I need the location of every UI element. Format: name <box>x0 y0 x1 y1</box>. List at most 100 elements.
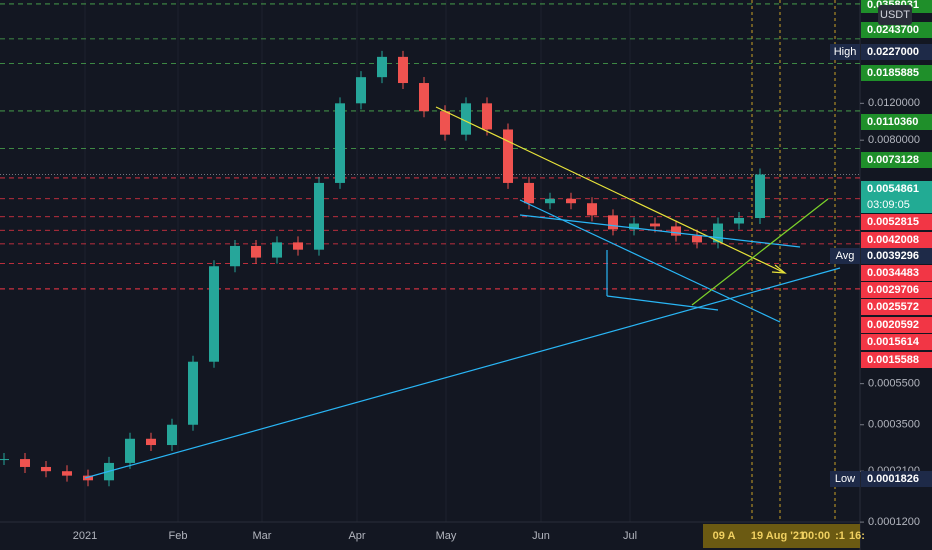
level-label-bg <box>861 471 932 487</box>
level-tag: High <box>834 46 857 58</box>
level-label-bg <box>861 265 932 281</box>
trend-line <box>691 198 829 306</box>
candle <box>545 198 555 204</box>
drawings <box>84 106 841 479</box>
level-tag: Low <box>835 473 855 485</box>
x-tick-label: Jul <box>623 530 637 542</box>
candle <box>419 83 429 112</box>
cursor-band <box>703 524 860 548</box>
x-tick-label: Mar <box>253 530 272 542</box>
level-label-bg <box>861 248 932 264</box>
candle <box>713 223 723 243</box>
candle <box>209 266 219 362</box>
level-label-bg <box>861 352 932 368</box>
level-label: 0.0020592 <box>867 319 919 331</box>
trend-line <box>84 267 841 479</box>
level-label-bg <box>861 299 932 315</box>
cursor-label: 19 Aug '21 <box>751 530 805 542</box>
candle <box>398 56 408 84</box>
candle <box>524 182 534 204</box>
currency: USDT <box>880 9 910 21</box>
candle <box>125 438 135 463</box>
y-tick-label: 0.0080000 <box>868 134 920 146</box>
candle <box>440 111 450 135</box>
x-tick-label: 2021 <box>73 530 97 542</box>
level-label: 0.0073128 <box>867 154 919 166</box>
level-label: 0.0054861 <box>867 183 919 195</box>
level-label: 0.0025572 <box>867 301 919 313</box>
level-label: 0.0034483 <box>867 267 919 279</box>
level-label: 0.0110360 <box>867 116 918 128</box>
y-tick-label: 0.0003500 <box>868 419 920 431</box>
candle <box>608 215 618 230</box>
candle <box>335 103 345 183</box>
candle <box>734 218 744 224</box>
level-label-bg <box>861 65 932 81</box>
arrow-head <box>771 264 787 274</box>
level-label: 0.0015588 <box>867 354 919 366</box>
candle <box>314 182 324 250</box>
candle <box>671 226 681 236</box>
level-label: 0.0052815 <box>867 216 919 228</box>
candle <box>482 103 492 130</box>
level-label-bg <box>861 282 932 298</box>
cursor-label: 00:00 <box>802 530 830 542</box>
level-label: 0.0185885 <box>867 67 919 79</box>
level-tag-bg <box>830 471 860 487</box>
candle <box>503 129 513 183</box>
candle <box>461 103 471 135</box>
level-tag-bg <box>830 248 860 264</box>
candle <box>188 361 198 425</box>
candle <box>20 459 30 467</box>
candle <box>377 56 387 78</box>
currency-badge <box>878 5 912 25</box>
candle <box>146 438 156 446</box>
y-tick-label: 0.0120000 <box>868 97 920 109</box>
level-label-bg <box>861 232 932 248</box>
level-label-bg <box>861 152 932 168</box>
candle <box>41 466 51 472</box>
level-label: 0.0015614 <box>867 336 920 348</box>
level-label-bg <box>861 334 932 350</box>
candle <box>62 471 72 476</box>
candle <box>650 223 660 227</box>
trend-line <box>519 214 801 248</box>
level-label: 0.0001826 <box>867 473 919 485</box>
level-label: 0.0227000 <box>867 46 919 58</box>
x-tick-label: May <box>436 530 457 542</box>
x-tick-label: Apr <box>348 530 365 542</box>
countdown-bg <box>861 197 932 213</box>
countdown: 03:09:05 <box>867 199 910 211</box>
candle <box>356 77 366 104</box>
candle <box>167 424 177 446</box>
trend-line <box>606 295 719 311</box>
candle <box>566 198 576 204</box>
candle <box>293 242 303 250</box>
level-tag-bg <box>830 44 860 60</box>
candle <box>587 203 597 216</box>
level-label-bg <box>861 22 932 38</box>
y-tick-label: 0.0005500 <box>868 378 920 390</box>
level-label-bg <box>861 44 932 60</box>
level-label: 0.0243700 <box>867 24 919 36</box>
level-label: 0.0029706 <box>867 284 919 296</box>
candle <box>230 245 240 267</box>
candle <box>755 174 765 219</box>
level-label: 0.0039296 <box>867 250 919 262</box>
candle <box>272 242 282 258</box>
level-label-bg <box>861 214 932 230</box>
level-label-bg <box>861 181 932 197</box>
level-tag: Avg <box>836 250 855 262</box>
candle <box>629 223 639 230</box>
cursor-label: 16: <box>849 530 865 542</box>
level-label: 0.0042008 <box>867 234 919 246</box>
cursor-label: :1 <box>835 530 845 542</box>
y-tick-label: 0.0001200 <box>868 516 920 528</box>
candle <box>692 235 702 243</box>
candle <box>83 475 93 481</box>
x-tick-label: Feb <box>169 530 188 542</box>
candle <box>251 245 261 258</box>
candles <box>0 50 765 487</box>
